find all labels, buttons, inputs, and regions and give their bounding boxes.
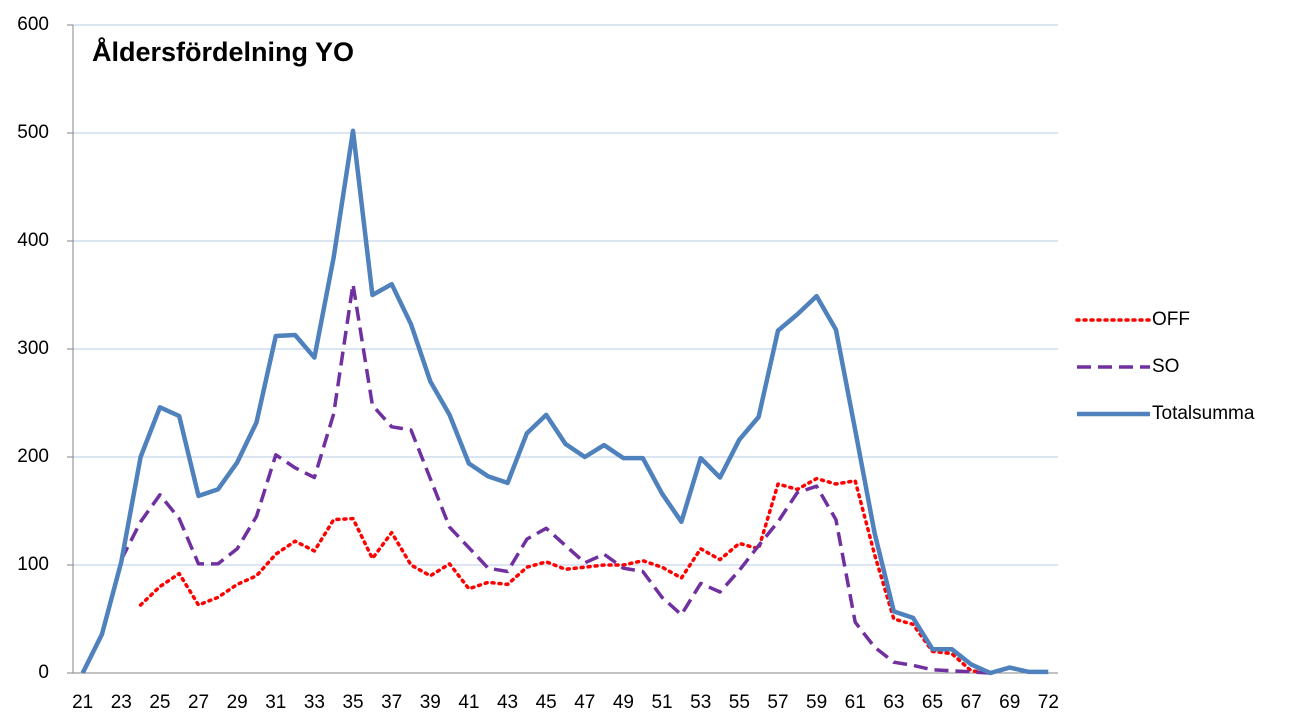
x-tick-label: 72 xyxy=(1038,692,1059,713)
x-tick-label: 23 xyxy=(111,692,132,713)
x-tick-label: 47 xyxy=(574,692,595,713)
x-tick-label: 31 xyxy=(265,692,286,713)
x-tick-label: 39 xyxy=(420,692,441,713)
x-tick-label: 59 xyxy=(806,692,827,713)
x-tick-label: 61 xyxy=(845,692,866,713)
x-tick-label: 63 xyxy=(883,692,904,713)
x-tick-label: 45 xyxy=(536,692,557,713)
x-tick-label: 53 xyxy=(690,692,711,713)
x-tick-label: 33 xyxy=(304,692,325,713)
y-tick-label: 200 xyxy=(17,446,49,467)
y-tick-label: 400 xyxy=(17,230,49,251)
x-tick-label: 55 xyxy=(729,692,750,713)
x-tick-label: 67 xyxy=(961,692,982,713)
legend-label: SO xyxy=(1152,356,1179,377)
x-tick-label: 35 xyxy=(342,692,363,713)
legend-label: OFF xyxy=(1152,309,1190,330)
x-tick-label: 27 xyxy=(188,692,209,713)
x-tick-label: 43 xyxy=(497,692,518,713)
y-tick-label: 500 xyxy=(17,122,49,143)
y-tick-label: 600 xyxy=(17,14,49,35)
y-tick-label: 0 xyxy=(38,662,49,683)
chart-title: Åldersfördelning YO xyxy=(92,36,354,67)
x-tick-label: 57 xyxy=(767,692,788,713)
x-tick-label: 49 xyxy=(613,692,634,713)
series-line xyxy=(80,128,1049,676)
y-tick-label: 100 xyxy=(17,554,49,575)
x-tick-label: 51 xyxy=(651,692,672,713)
x-tick-label: 69 xyxy=(999,692,1020,713)
series-line xyxy=(119,282,991,675)
x-tick-label: 37 xyxy=(381,692,402,713)
legend-label: Totalsumma xyxy=(1152,403,1255,424)
x-tick-label: 41 xyxy=(458,692,479,713)
y-tick-label: 300 xyxy=(17,338,49,359)
x-tick-label: 65 xyxy=(922,692,943,713)
x-tick-label: 25 xyxy=(149,692,170,713)
series-line xyxy=(138,476,993,675)
x-tick-label: 29 xyxy=(227,692,248,713)
x-tick-label: 21 xyxy=(72,692,93,713)
